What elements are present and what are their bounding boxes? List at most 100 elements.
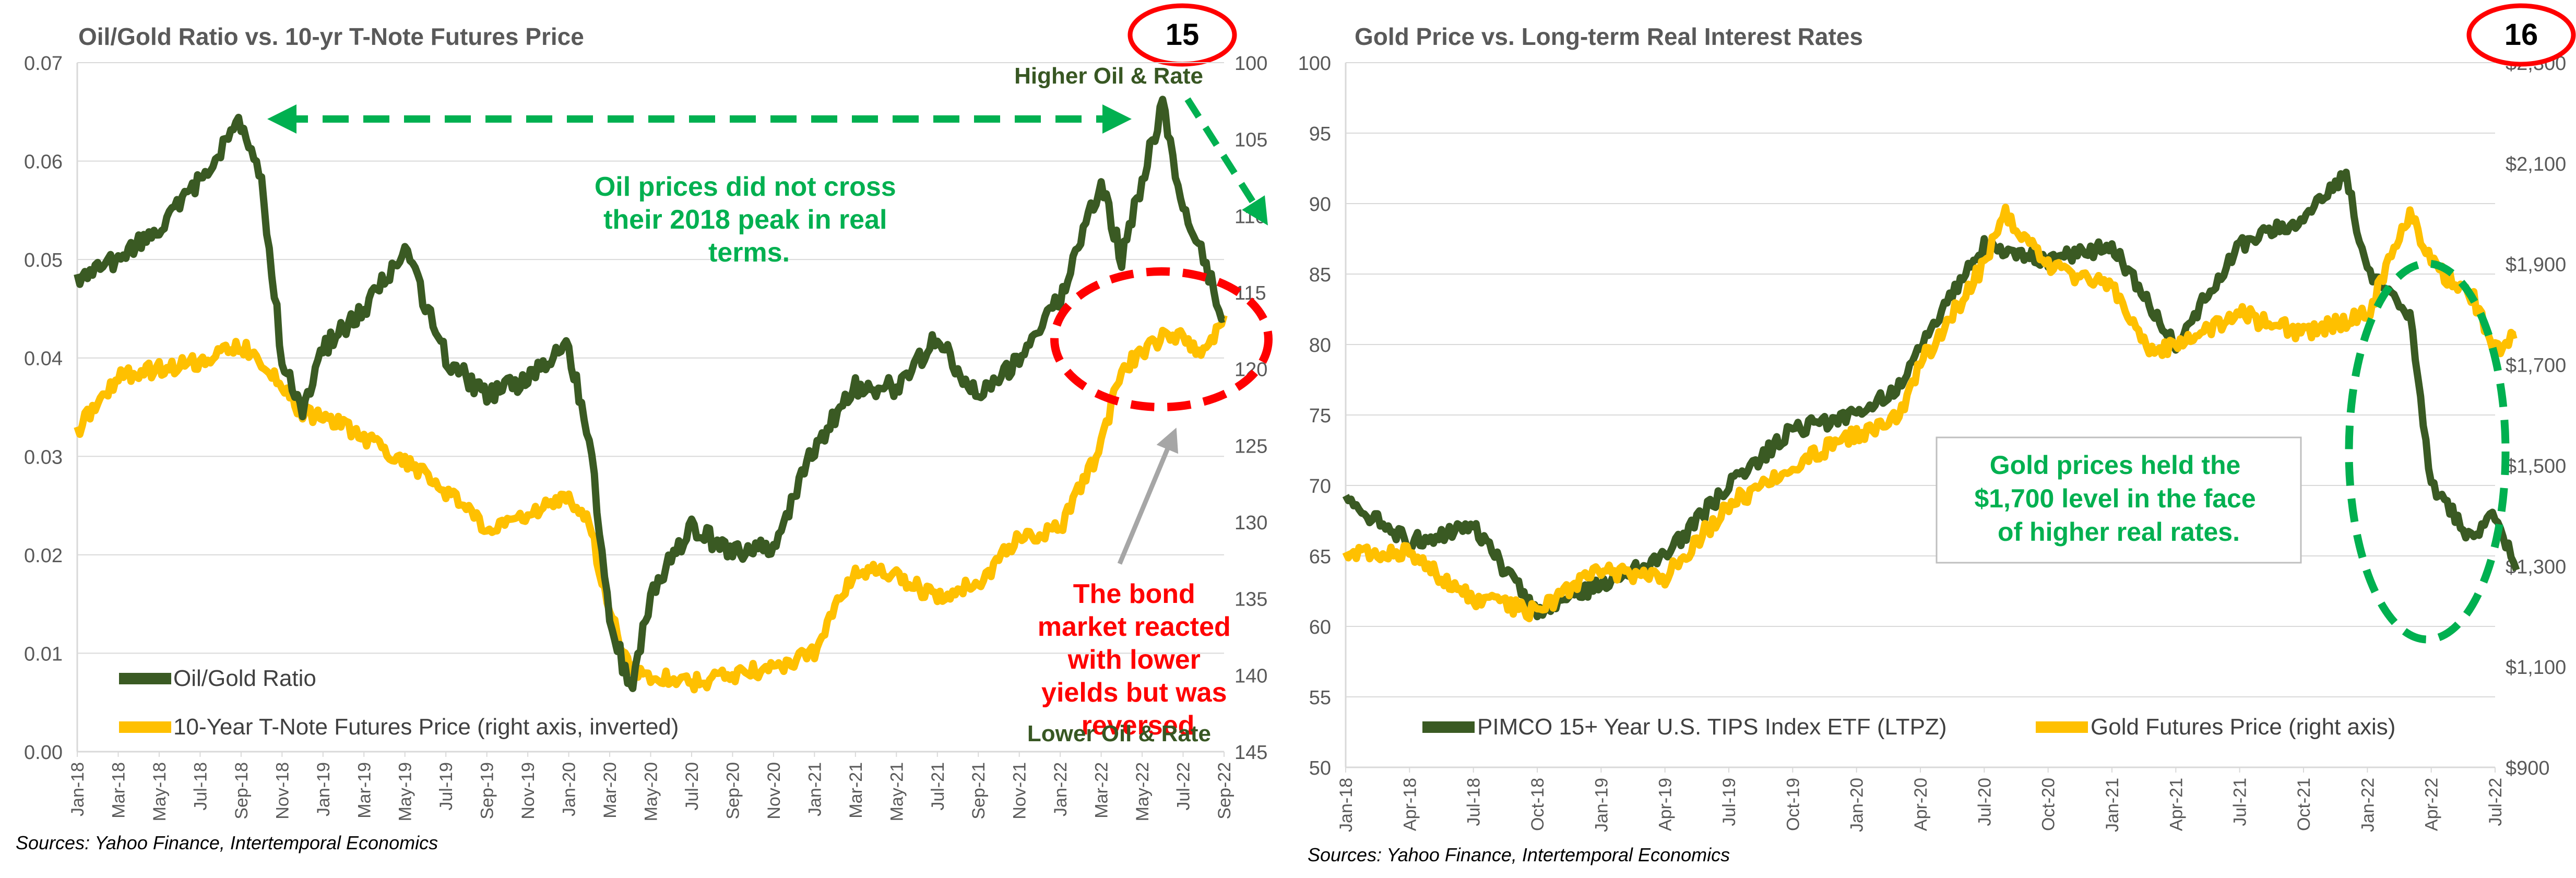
x-tick-label: Jan-19: [314, 762, 334, 816]
x-tick-label: Mar-19: [354, 762, 374, 818]
x-tick-label: Jul-21: [928, 762, 948, 811]
y-right-tick-label: 145: [1234, 742, 1267, 764]
right-note-box: Gold prices held the $1,700 level in the…: [1936, 436, 2302, 564]
right-y-axis-ticks: 50 55 60 65 70 75 80 85 90 95 100: [1298, 53, 1331, 779]
y-right-tick-label: $1,500: [2506, 455, 2566, 477]
x-tick-label: Jan-22: [1051, 762, 1071, 816]
left-grid: [77, 62, 1224, 752]
left-bond-note: The bond market reacted with lower yield…: [1038, 579, 1238, 741]
left-page-number-badge: 15: [1127, 3, 1237, 67]
left-series: [74, 96, 1228, 694]
x-tick-label: Oct-21: [2294, 778, 2314, 831]
y-right-tick-label: 135: [1234, 589, 1267, 611]
x-tick-label: Jan-18: [1336, 778, 1356, 832]
right-y-axis-right-ticks: $900$1,100$1,300$1,500$1,700$1,900$2,100…: [2506, 53, 2566, 779]
x-tick-label: Jan-19: [1592, 778, 1611, 832]
y-tick-label: 0.01: [24, 643, 63, 665]
y-tick-label: 70: [1309, 476, 1331, 497]
y-tick-label: 80: [1309, 335, 1331, 357]
x-tick-label: Sep-18: [232, 762, 252, 820]
left-legend-label-oil: Oil/Gold Ratio: [173, 666, 316, 691]
x-tick-label: Oct-20: [2039, 778, 2059, 831]
y-right-tick-label: $900: [2506, 757, 2550, 779]
x-tick-label: Jan-22: [2358, 778, 2378, 832]
x-tick-label: Apr-20: [1911, 778, 1931, 831]
x-tick-label: Jul-18: [191, 762, 210, 811]
x-tick-label: Sep-20: [723, 762, 743, 820]
right-note-text: Gold prices held the $1,700 level in the…: [1974, 450, 2263, 547]
y-tick-label: 0.00: [24, 742, 63, 764]
y-right-tick-label: $1,700: [2506, 355, 2566, 377]
y-tick-label: 0.07: [24, 53, 63, 75]
left-gray-arrow: [1117, 428, 1179, 565]
x-tick-label: Jul-22: [1174, 762, 1194, 811]
x-tick-label: May-20: [642, 762, 661, 821]
x-tick-label: Jul-22: [2486, 778, 2506, 826]
x-tick-label: Jul-18: [1464, 778, 1484, 826]
y-right-tick-label: 110: [1234, 206, 1266, 228]
x-tick-label: Jan-20: [1847, 778, 1867, 832]
right-series: [1342, 169, 2520, 623]
x-tick-label: Nov-18: [272, 762, 292, 820]
x-tick-label: May-21: [887, 762, 907, 821]
x-tick-label: Nov-19: [518, 762, 538, 820]
y-right-tick-label: $2,100: [2506, 153, 2566, 175]
x-tick-label: May-19: [396, 762, 416, 821]
y-right-tick-label: 130: [1234, 512, 1267, 534]
left-red-circle: [1050, 267, 1273, 411]
left-peak-note: Oil prices did not cross their 2018 peak…: [595, 172, 904, 268]
x-tick-label: Sep-21: [969, 762, 989, 820]
left-legend: Oil/Gold Ratio 10-Year T-Note Futures Pr…: [119, 666, 679, 740]
series-line-secondary: [74, 314, 1228, 694]
x-tick-label: Nov-21: [1010, 762, 1030, 820]
x-tick-label: Mar-21: [846, 762, 866, 818]
y-tick-label: 65: [1309, 546, 1331, 568]
y-right-tick-label: 140: [1234, 665, 1267, 687]
x-tick-label: Sep-19: [478, 762, 497, 820]
x-tick-label: Jul-19: [436, 762, 456, 811]
left-legend-label-tnote: 10-Year T-Note Futures Price (right axis…: [173, 714, 679, 740]
left-page-number: 15: [1166, 18, 1200, 52]
x-tick-label: Oct-19: [1783, 778, 1803, 831]
left-higher-label: Higher Oil & Rate: [1014, 63, 1203, 89]
x-tick-label: Jul-21: [2230, 778, 2250, 826]
x-tick-label: Jul-20: [682, 762, 702, 811]
y-tick-label: 60: [1309, 616, 1331, 638]
y-tick-label: 0.05: [24, 250, 63, 271]
y-tick-label: 50: [1309, 757, 1331, 779]
x-tick-label: Jan-21: [2103, 778, 2122, 832]
left-down-arrow: [1184, 97, 1268, 226]
y-right-tick-label: 105: [1234, 129, 1267, 151]
y-tick-label: 55: [1309, 687, 1331, 709]
right-x-axis-ticks: Jan-18 Apr-18 Jul-18 Oct-18 Jan-19 Apr-19 Jul-…: [1336, 766, 2506, 832]
y-tick-label: 0.06: [24, 151, 63, 173]
y-tick-label: 0.03: [24, 446, 63, 468]
y-tick-label: 100: [1298, 53, 1331, 75]
x-tick-label: Jan-20: [560, 762, 579, 816]
right-grid: [1346, 62, 2495, 768]
y-right-tick-label: $1,900: [2506, 254, 2566, 276]
right-page-number: 16: [2504, 18, 2538, 52]
x-tick-label: Jan-18: [68, 762, 88, 816]
y-right-tick-label: 125: [1234, 435, 1267, 457]
y-right-tick-label: 100: [1234, 53, 1267, 75]
right-page-number-badge: 16: [2466, 3, 2576, 67]
y-tick-label: 75: [1309, 405, 1331, 427]
left-y-axis-ticks: 0.00 0.01 0.02 0.03 0.04 0.05 0.06 0.07: [24, 53, 63, 764]
left-lower-label: Lower Oil & Rate: [1027, 721, 1211, 746]
y-right-tick-label: $1,100: [2506, 657, 2566, 679]
x-tick-label: Mar-22: [1092, 762, 1112, 818]
right-source: Sources: Yahoo Finance, Intertemporal Ec…: [1308, 844, 1730, 865]
left-x-axis-ticks: Jan-18 Mar-18 May-18 Jul-18 Sep-18 Nov-18 Jan-…: [68, 751, 1234, 821]
series-line-primary: [74, 96, 1226, 692]
right-legend-label-ltpz: PIMCO 15+ Year U.S. TIPS Index ETF (LTPZ…: [1477, 714, 1946, 740]
x-tick-label: Apr-22: [2422, 778, 2442, 831]
x-tick-label: Nov-20: [764, 762, 784, 820]
x-tick-label: Jan-21: [805, 762, 825, 816]
x-tick-label: Jul-19: [1719, 778, 1739, 826]
x-tick-label: May-22: [1133, 762, 1153, 821]
series-line-primary: [1342, 169, 2520, 621]
x-tick-label: Oct-18: [1528, 778, 1548, 831]
